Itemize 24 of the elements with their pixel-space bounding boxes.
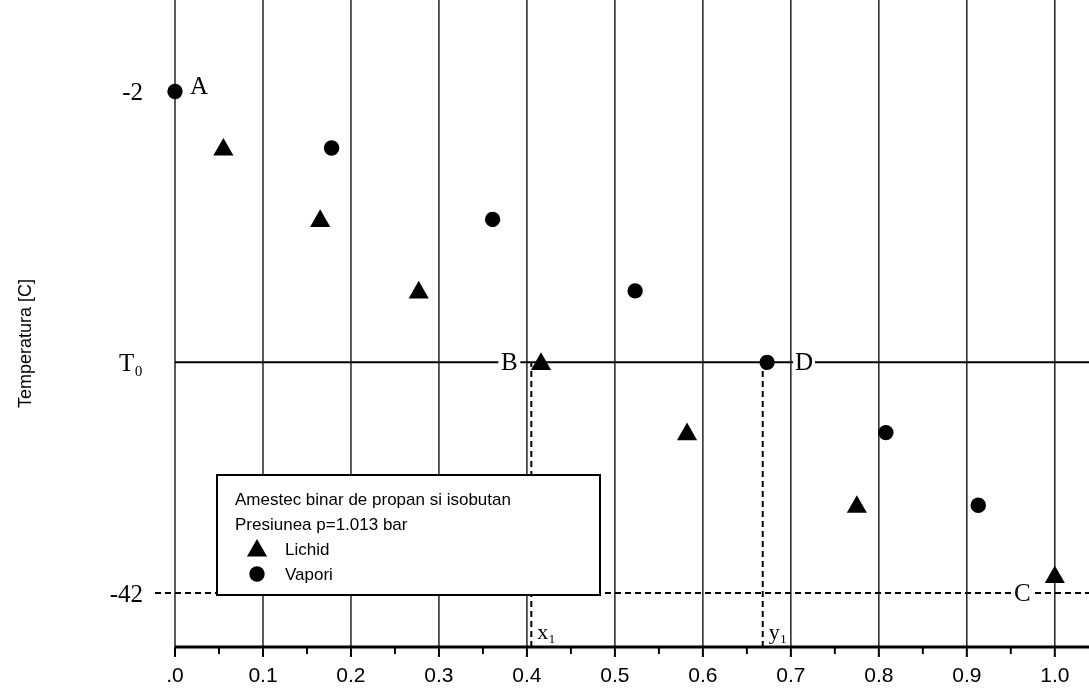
- annotation: x₁: [537, 619, 556, 644]
- x-tick-label: 0.2: [336, 663, 366, 686]
- x-tick-label: 0.1: [248, 663, 278, 686]
- x-tick-label: 0.9: [952, 663, 982, 686]
- x-tick-label: 0.6: [688, 663, 718, 686]
- legend-title: Amestec binar de propan si isobutan Presiunea p=1.013 bar: [235, 490, 511, 534]
- x-tick-label: 0.8: [864, 663, 894, 686]
- annotation: y₁: [768, 619, 788, 644]
- x-tick-label: 0.7: [776, 663, 806, 686]
- x-tick-label: .0: [166, 663, 184, 686]
- x-tick-label: 0.4: [512, 663, 542, 686]
- y-tick-label: -42: [109, 579, 143, 607]
- x-tick-label: 0.5: [600, 663, 630, 686]
- annotation: D: [795, 348, 814, 376]
- y-tick-label: -2: [122, 78, 143, 106]
- legend-label: Vapori: [285, 565, 333, 584]
- y-tick-label: T₀: [119, 348, 143, 376]
- y-axis-title: Temperatura [C]: [15, 278, 35, 409]
- annotation: A: [189, 71, 209, 99]
- annotation: C: [1013, 579, 1031, 607]
- legend-label: Lichid: [285, 540, 330, 559]
- x-tick-label: 1.0: [1040, 663, 1070, 686]
- x-tick-label: 0.3: [424, 663, 454, 686]
- annotation: B: [500, 348, 518, 376]
